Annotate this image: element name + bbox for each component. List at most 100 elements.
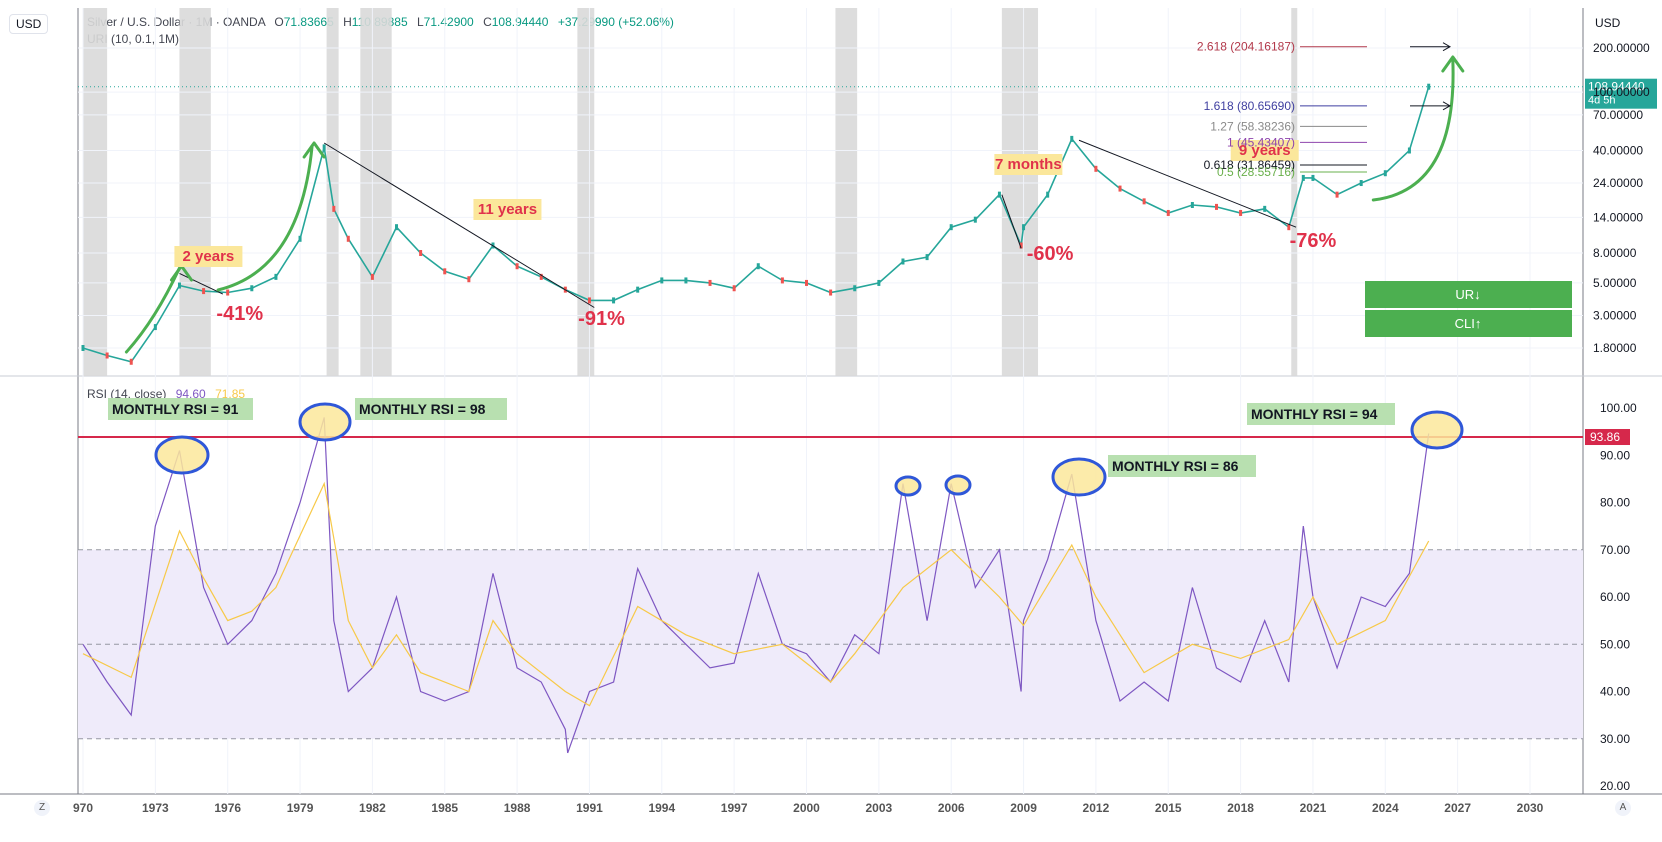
rsi-tick-label: 20.00 xyxy=(1600,779,1630,793)
price-candle xyxy=(250,285,254,292)
fib-level-label: 0.618 (31.86459) xyxy=(1204,158,1295,172)
last-price-tag xyxy=(1585,78,1657,109)
price-candle xyxy=(515,263,519,270)
price-candle xyxy=(901,258,905,265)
rsi-peak-highlight xyxy=(154,435,210,475)
price-candle xyxy=(829,289,833,296)
recession-shade xyxy=(1291,8,1298,376)
currency-right[interactable]: USD xyxy=(1595,16,1621,30)
price-candle xyxy=(684,277,688,284)
high-label: H xyxy=(343,15,352,29)
price-candle xyxy=(1022,224,1026,231)
price-candle xyxy=(1190,201,1194,208)
price-tick-label: 70.00000 xyxy=(1593,108,1643,122)
price-candle xyxy=(1407,147,1411,154)
price-candle xyxy=(395,224,399,231)
x-tick-label: 1988 xyxy=(504,801,531,815)
close-value: 108.94440 xyxy=(491,15,549,29)
price-candle xyxy=(732,285,736,292)
price-candle xyxy=(877,279,881,286)
trend-line xyxy=(323,142,595,308)
period-label-bg xyxy=(1230,140,1299,161)
fib-level-label: 0.5 (28.55716) xyxy=(1217,165,1295,179)
signal-box[interactable] xyxy=(1365,310,1572,337)
x-tick-label: 2000 xyxy=(793,801,820,815)
signal-box-label: UR↓ xyxy=(1455,287,1480,302)
rsi-annotation-bg xyxy=(1247,403,1395,425)
rsi-peak-highlight xyxy=(1410,410,1464,450)
rsi-header[interactable]: RSI (14, close) 94.60 71.85 xyxy=(87,387,245,401)
x-tick-label: 1982 xyxy=(359,801,386,815)
price-candle xyxy=(1046,191,1050,198)
trend-line xyxy=(1001,194,1022,249)
low-value: 71.42900 xyxy=(423,15,474,29)
auto-scale-button[interactable]: A xyxy=(1615,800,1631,816)
rsi-peak-highlight xyxy=(944,474,972,496)
currency-left[interactable]: USD xyxy=(9,14,49,34)
price-candle xyxy=(1239,209,1243,216)
price-candle xyxy=(274,273,278,280)
recession-shade xyxy=(360,8,392,376)
x-tick-label: 2006 xyxy=(938,801,965,815)
price-candle xyxy=(1311,174,1315,181)
recession-shade xyxy=(326,8,339,376)
rsi-annotation-label: MONTHLY RSI = 98 xyxy=(359,401,486,417)
auto-scale-left-button[interactable]: Z xyxy=(34,800,50,816)
last-price-tag-countdown: 4d 5h xyxy=(1588,95,1616,107)
up-arrow-1979 xyxy=(216,144,314,292)
rsi-tick-label: 30.00 xyxy=(1600,732,1630,746)
x-tick-label: 2018 xyxy=(1227,801,1254,815)
recession-shade xyxy=(179,8,211,376)
price-candle xyxy=(370,273,374,280)
price-tick-label: 14.00000 xyxy=(1593,210,1643,224)
x-tick-label: 2015 xyxy=(1155,801,1182,815)
price-candle xyxy=(202,288,206,295)
price-candle xyxy=(105,352,109,359)
price-candle xyxy=(346,235,350,242)
price-candle xyxy=(467,276,471,283)
rsi-tick-label: 90.00 xyxy=(1600,448,1630,462)
price-candle xyxy=(1142,198,1146,205)
price-candle xyxy=(612,297,616,304)
symbol-title[interactable]: Silver / U.S. Dollar · 1M · OANDA xyxy=(87,15,266,29)
recession-shade xyxy=(835,8,858,376)
price-candle xyxy=(81,345,85,351)
price-candle xyxy=(226,289,230,296)
price-candle xyxy=(660,277,664,284)
price-candle xyxy=(1070,135,1074,142)
price-candle xyxy=(129,358,133,365)
x-tick-label: 1991 xyxy=(576,801,603,815)
price-tick-label: 200.00000 xyxy=(1593,41,1650,55)
period-label-bg xyxy=(994,154,1063,175)
period-label: 7 months xyxy=(995,156,1062,173)
price-candle xyxy=(1359,180,1363,187)
x-tick-label: 1997 xyxy=(721,801,748,815)
rsi-peak-highlight xyxy=(1051,457,1107,497)
drawdown-label: -41% xyxy=(216,303,263,325)
indicator-label[interactable]: URI (10, 0.1, 1M) xyxy=(87,32,180,46)
period-label: 2 years xyxy=(183,248,235,265)
fib-level-label: 1 (45.43407) xyxy=(1227,135,1295,149)
x-tick-label: 1976 xyxy=(214,801,241,815)
price-candle xyxy=(298,235,302,242)
x-tick-label: 2027 xyxy=(1444,801,1471,815)
rsi-annotation-label: MONTHLY RSI = 91 xyxy=(112,401,239,417)
fib-level-label: 2.618 (204.16187) xyxy=(1197,40,1295,54)
drawdown-label: -60% xyxy=(1027,243,1074,265)
price-candle xyxy=(332,205,336,212)
period-label: 11 years xyxy=(478,201,537,218)
price-candle xyxy=(1287,224,1291,231)
rsi-reference-tag-label: 93.86 xyxy=(1590,430,1620,444)
rsi-annotation-bg xyxy=(108,398,253,420)
price-candle xyxy=(756,263,760,270)
price-line xyxy=(82,86,1430,363)
rsi-tick-label: 100.00 xyxy=(1600,401,1637,415)
recession-shade xyxy=(577,8,595,376)
period-label: 9 years xyxy=(1239,142,1291,159)
signal-box-label: CLI↑ xyxy=(1455,316,1482,331)
price-candle xyxy=(853,285,857,292)
price-candle xyxy=(949,224,953,231)
price-candle xyxy=(539,273,543,280)
signal-box[interactable] xyxy=(1365,281,1572,308)
